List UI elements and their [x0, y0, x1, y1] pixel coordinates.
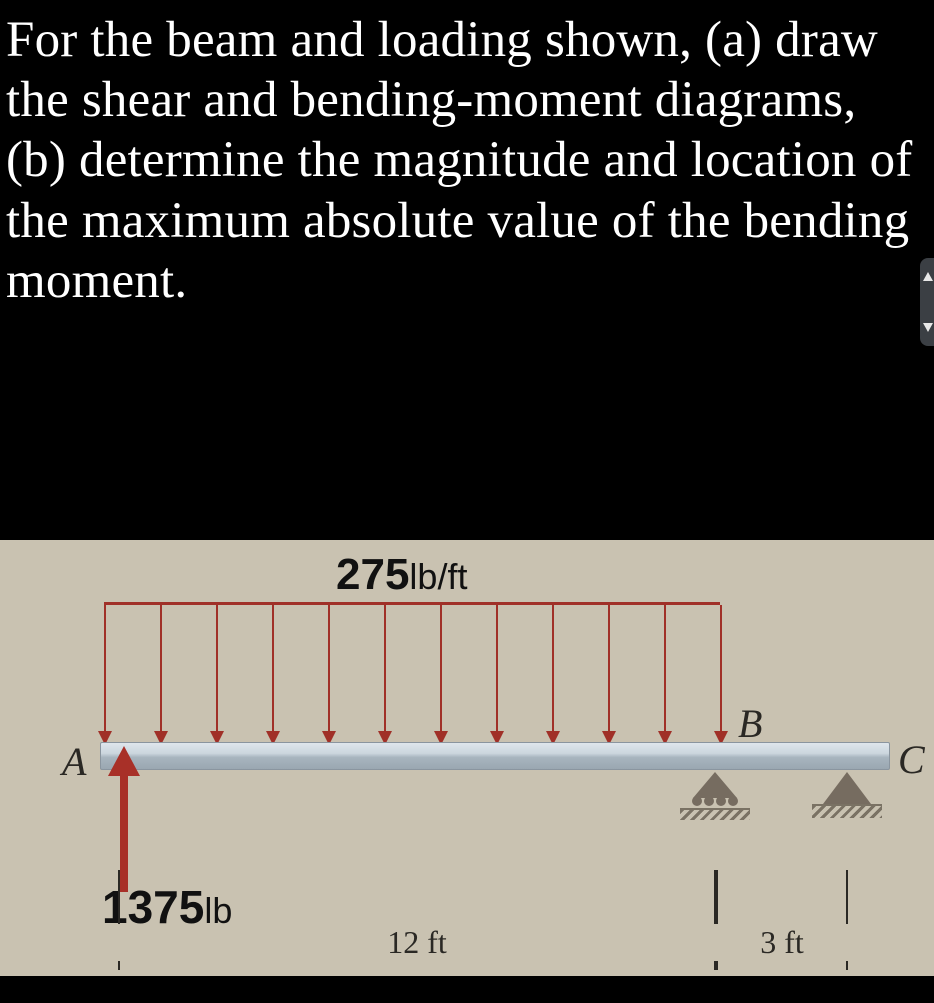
dimension-BC: 3 ft: [716, 928, 848, 972]
dist-arrow: [160, 605, 162, 743]
beam: [100, 742, 890, 770]
side-scroll-chip[interactable]: [920, 258, 934, 346]
problem-statement: For the beam and loading shown, (a) draw…: [0, 0, 934, 311]
figure-inner: 275lb/ft A B C 1375lb 12 ft: [40, 540, 924, 976]
dist-arrow: [216, 605, 218, 743]
dist-value-unit: lb/ft: [409, 556, 467, 597]
dim-BC-value: 3: [760, 924, 776, 960]
dist-arrow: [608, 605, 610, 743]
dist-arrow: [720, 605, 722, 743]
dist-arrow: [328, 605, 330, 743]
dimension-AB: 12 ft: [118, 928, 716, 972]
dist-arrow: [440, 605, 442, 743]
page: For the beam and loading shown, (a) draw…: [0, 0, 934, 1003]
dim-AB-value: 12: [387, 924, 419, 960]
point-load-arrow: [120, 772, 128, 892]
label-C: C: [898, 736, 925, 783]
dist-arrow: [384, 605, 386, 743]
dist-arrow: [552, 605, 554, 743]
distributed-load-value: 275lb/ft: [336, 550, 467, 600]
support-roller-B: [688, 772, 742, 812]
support-pin-C: [820, 772, 874, 818]
beam-figure: 275lb/ft A B C 1375lb 12 ft: [0, 540, 934, 976]
dist-arrow: [496, 605, 498, 743]
dim-AB-unit: ft: [427, 924, 447, 960]
dist-arrow: [664, 605, 666, 743]
dist-value-number: 275: [336, 550, 409, 599]
dist-arrow: [272, 605, 274, 743]
dim-BC-unit: ft: [784, 924, 804, 960]
label-A: A: [62, 738, 86, 785]
dist-arrow: [104, 605, 106, 743]
distributed-load-bar: [104, 602, 720, 605]
label-B: B: [738, 700, 762, 747]
